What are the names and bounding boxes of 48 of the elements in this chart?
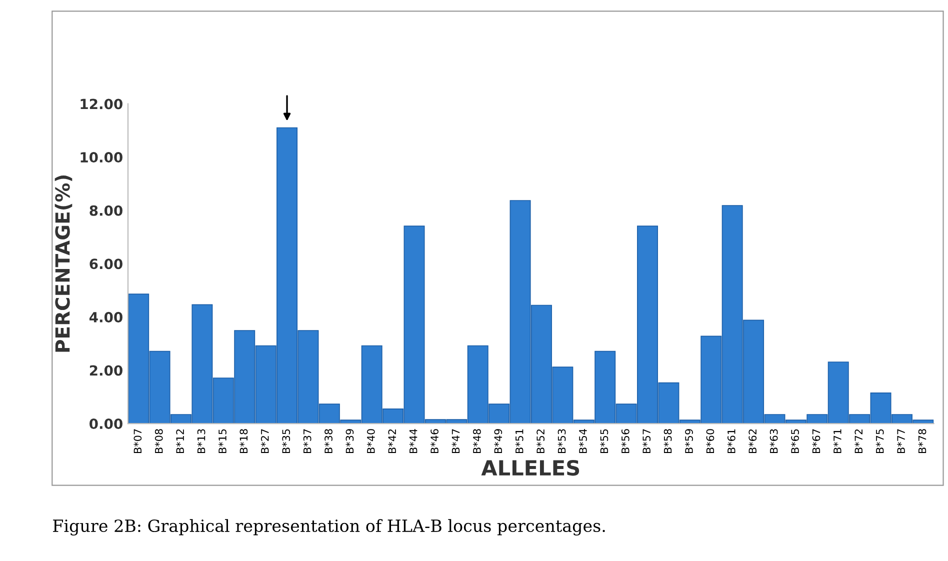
y-tick-label: 4.00 [89,312,122,322]
x-tick-label: B*60 [706,429,714,454]
x-tick-label: B*53 [558,429,566,454]
x-tick-label: B*72 [854,429,862,454]
x-tick-label: B*47 [452,429,460,454]
y-axis-title: PERCENTAGE(%) [54,176,72,352]
caption: Figure 2B: Graphical representation of HLA-B locus percentages. [53,519,605,536]
y-tick-label: 0.00 [90,418,122,430]
x-tick-label: B*52 [536,429,545,454]
y-tick-label: 6.00 [90,258,122,270]
x-axis-title: ALLELES [481,460,580,476]
x-tick-label: B*48 [473,429,481,454]
y-tick-label: 2.00 [90,365,122,376]
x-tick-label: B*46 [430,429,438,454]
x-tick-label: B*65 [791,429,799,454]
x-tick-label: B*63 [770,429,778,454]
x-tick-label: B*62 [748,429,757,454]
x-tick-label: B*08 [154,429,163,454]
x-tick-label: B*67 [812,429,820,454]
x-tick-label: B*51 [515,429,524,454]
x-tick-label: B*44 [409,429,418,454]
x-tick-label: B*40 [366,429,375,454]
x-tick-label: B*15 [218,429,226,454]
x-tick-label: B*35 [282,429,290,454]
x-tick-label: B*42 [388,429,396,454]
x-tick-label: B*59 [685,429,693,454]
x-tick-label: B*12 [176,429,184,454]
x-tick-label: B*58 [664,429,672,454]
x-tick-label: B*71 [834,429,842,454]
x-tick-label: B*49 [494,429,502,454]
x-tick-label: B*78 [918,429,926,454]
x-tick-label: B*75 [876,429,884,454]
x-tick-label: B*38 [324,429,332,454]
x-tick-label: B*07 [134,429,142,454]
x-tick-label: B*57 [642,429,651,454]
y-tick-label: 10.00 [80,152,122,163]
x-tick-label: B*37 [303,429,312,454]
x-tick-label: B*18 [240,429,248,454]
x-tick-label: B*27 [260,429,269,454]
x-tick-label: B*77 [897,429,905,454]
x-tick-label: B*54 [579,429,587,454]
y-tick-label: 8.00 [90,205,122,216]
x-tick-label: B*39 [346,429,354,454]
x-tick-label: B*56 [621,429,630,454]
x-tick-label: B*13 [197,429,206,454]
y-tick-label: 12.00 [80,98,122,110]
x-tick-label: B*61 [727,429,736,454]
x-tick-label: B*55 [600,429,608,454]
